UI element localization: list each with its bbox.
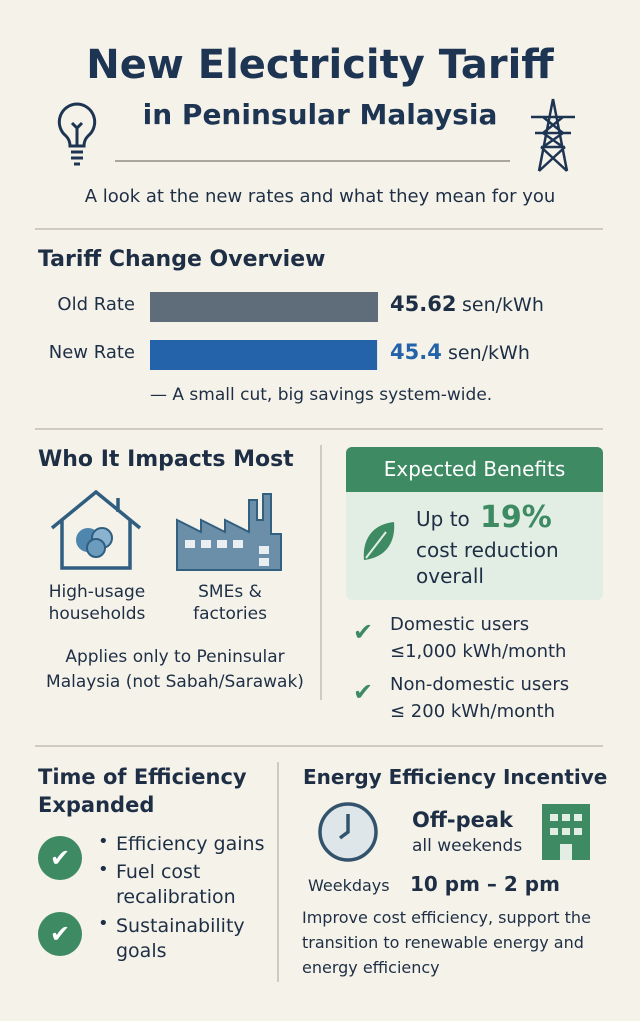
divider [320, 445, 322, 700]
house-icon [50, 489, 142, 570]
divider [35, 745, 603, 747]
impact-note: Applies only to Peninsular [65, 647, 285, 667]
building-icon [542, 804, 590, 860]
overview-note: — A small cut, big savings system-wide. [150, 385, 493, 405]
benefit-line: cost reduction [416, 538, 559, 562]
benefit-figure: 19% [480, 500, 552, 535]
incentive-text: energy efficiency [302, 958, 440, 977]
check-text: Non-domestic users [390, 674, 570, 695]
check-text: Domestic users [390, 614, 530, 635]
check-text: ≤ 200 kWh/month [390, 701, 555, 722]
rate-unit: sen/kWh [462, 294, 544, 316]
impact-note: Malaysia (not Sabah/Sarawak) [46, 672, 304, 692]
section-title: Time of Efficiency [38, 765, 247, 789]
rate-label: New Rate [48, 342, 135, 363]
benefit-lead: Up to [416, 507, 470, 531]
rate-label: Old Rate [57, 294, 135, 315]
impact-label: High-usage [48, 582, 146, 602]
rate-bar [150, 292, 378, 322]
section-title: Expanded [38, 793, 155, 817]
bullet-text: recalibration [116, 886, 236, 908]
divider [277, 762, 279, 982]
check-mark: ✔ [353, 618, 374, 646]
incentive-text: Improve cost efficiency, support the [302, 908, 591, 927]
benefits-title: Expected Benefits [346, 447, 603, 492]
check-text: ≤1,000 kWh/month [390, 641, 567, 662]
title-rule [115, 160, 510, 162]
weekdays: Weekdays [308, 876, 390, 895]
rate-bar [150, 340, 377, 370]
bullet-dot: • [98, 859, 109, 880]
tagline: A look at the new rates and what they me… [84, 186, 556, 207]
impact-label: households [48, 604, 146, 624]
section-title: Tariff Change Overview [38, 247, 326, 272]
impact-label: SMEs & [198, 582, 262, 602]
title: New Electricity Tariff [86, 42, 554, 88]
bullet-text: Sustainability [116, 915, 245, 937]
clock-icon [318, 802, 378, 862]
subtitle: in Peninsular Malaysia [142, 98, 498, 131]
incentive-text: transition to renewable energy and [302, 933, 584, 952]
factory-icon [176, 493, 282, 571]
impact-label: factories [193, 604, 267, 624]
leaf-icon [363, 522, 395, 560]
bullet-text: Fuel cost [116, 861, 201, 883]
bullet-dot: • [98, 831, 109, 852]
rate-unit: sen/kWh [448, 342, 530, 364]
offpeak: Off-peak [412, 808, 513, 832]
benefit-line: overall [416, 564, 484, 588]
bullet-text: Efficiency gains [116, 833, 265, 855]
check-circle: ✔ [38, 912, 82, 956]
check-mark: ✔ [353, 678, 374, 706]
section-title: Energy Efficiency Incentive [303, 765, 608, 789]
bullet-dot: • [98, 913, 109, 934]
weekends: all weekends [412, 836, 523, 856]
divider [35, 228, 603, 230]
check-circle: ✔ [38, 836, 82, 880]
bullet-text: goals [116, 940, 167, 962]
divider [35, 428, 603, 430]
rate-value: 45.4 [390, 340, 442, 364]
bulb-icon [57, 102, 97, 166]
rate-value: 45.62 [390, 292, 457, 316]
section-title: Who It Impacts Most [38, 447, 294, 472]
pylon-icon [531, 98, 575, 172]
hours: 10 pm – 2 pm [410, 872, 560, 896]
